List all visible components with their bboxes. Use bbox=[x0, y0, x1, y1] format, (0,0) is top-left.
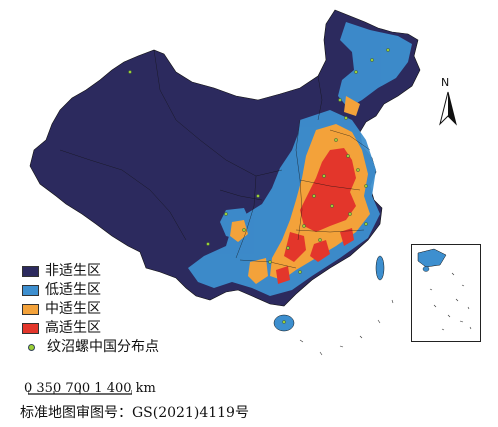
legend-item-high: 高适生区 bbox=[22, 319, 159, 338]
inset-map bbox=[417, 248, 472, 331]
legend-label: 非适生区 bbox=[45, 263, 101, 279]
map-review-number: 标准地图审图号：GS(2021)4119号 bbox=[20, 405, 249, 421]
legend-swatch bbox=[22, 323, 39, 334]
taiwan-island bbox=[375, 255, 385, 281]
legend-label: 纹沼螺中国分布点 bbox=[47, 339, 159, 355]
scale-bar bbox=[28, 390, 132, 395]
distribution-point-icon bbox=[28, 344, 35, 351]
legend-swatch bbox=[22, 304, 39, 315]
north-arrow-icon bbox=[439, 91, 457, 126]
legend-item-points: 纹沼螺中国分布点 bbox=[22, 338, 159, 357]
legend-item-nonsuitable: 非适生区 bbox=[22, 262, 159, 281]
legend-label: 高适生区 bbox=[45, 320, 101, 336]
legend-item-moderate: 中适生区 bbox=[22, 300, 159, 319]
legend: 非适生区 低适生区 中适生区 高适生区 纹沼螺中国分布点 bbox=[22, 262, 159, 357]
legend-swatch bbox=[22, 266, 39, 277]
legend-swatch bbox=[22, 285, 39, 296]
legend-item-low: 低适生区 bbox=[22, 281, 159, 300]
legend-label: 中适生区 bbox=[45, 301, 101, 317]
distribution-points bbox=[128, 48, 390, 324]
scale-label: 0 350 700 1 400 km bbox=[24, 381, 156, 396]
province-boundaries bbox=[59, 49, 371, 269]
legend-label: 低适生区 bbox=[45, 282, 101, 298]
north-label: N bbox=[441, 76, 450, 89]
high-suitability-regions bbox=[276, 148, 356, 284]
south-islands bbox=[299, 299, 394, 356]
south-china-sea-inset bbox=[411, 244, 481, 342]
